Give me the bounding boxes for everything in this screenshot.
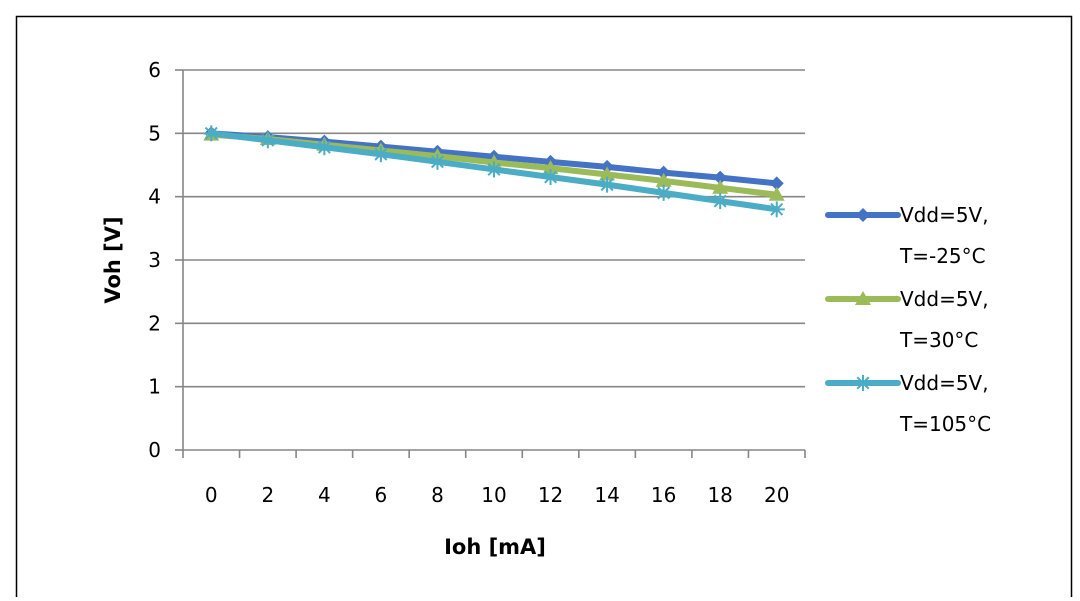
x-tick-label: 8 (431, 483, 444, 507)
data-point (768, 201, 785, 218)
x-tick-labels: 0 2 4 6 8 10 12 14 16 18 20 (205, 483, 790, 507)
chart-frame (15, 15, 1073, 601)
data-point (372, 146, 389, 163)
data-point (656, 165, 671, 180)
legend: Vdd=5V, T=-25°C Vdd=5V, T=30°C Vdd=5V, T=105°… (825, 203, 991, 436)
legend-item: Vdd=5V, T=105°C (825, 371, 991, 436)
x-tick-label: 12 (538, 483, 563, 507)
data-point (542, 169, 559, 186)
y-tick-label: 5 (148, 121, 161, 145)
data-point (856, 208, 870, 222)
y-tick-label: 4 (148, 185, 161, 209)
data-point (655, 184, 672, 201)
x-tick-label: 0 (205, 483, 218, 507)
data-point (203, 125, 220, 142)
y-tick-label: 6 (148, 58, 161, 82)
data-point (316, 139, 333, 156)
series-lines (203, 125, 785, 218)
data-point (713, 170, 728, 185)
legend-label-line2: T=105°C (899, 412, 991, 436)
series-2 (203, 125, 785, 218)
data-point (486, 161, 502, 178)
legend-item: Vdd=5V, T=30°C (825, 287, 989, 352)
x-tick-label: 10 (481, 483, 506, 507)
x-tick-label: 14 (594, 483, 619, 507)
data-point (712, 179, 729, 194)
legend-label-line2: T=30°C (899, 328, 978, 352)
legend-item: Vdd=5V, T=-25°C (825, 203, 989, 268)
y-tick-label: 1 (148, 375, 161, 399)
data-point (599, 166, 616, 181)
x-tick-label: 20 (764, 483, 789, 507)
data-point (855, 291, 871, 305)
legend-label-line1: Vdd=5V, (900, 203, 989, 227)
y-axis-label: Voh [V] (101, 216, 125, 303)
data-point (655, 172, 672, 187)
x-tick-label: 4 (318, 483, 331, 507)
data-point (542, 160, 559, 175)
x-tick-label: 18 (707, 483, 732, 507)
x-axis-label: Ioh [mA] (444, 535, 546, 559)
axes (175, 69, 806, 458)
data-point (429, 153, 446, 170)
legend-label-line1: Vdd=5V, (900, 371, 989, 395)
y-tick-label: 3 (148, 248, 161, 272)
legend-label-line2: T=-25°C (899, 244, 986, 268)
x-tick-label: 2 (261, 483, 274, 507)
x-tick-label: 6 (375, 483, 388, 507)
y-tick-labels: 0 1 2 3 4 5 6 (148, 58, 161, 462)
y-tick-label: 0 (148, 438, 161, 462)
data-point (855, 375, 871, 391)
data-point (712, 193, 729, 210)
data-point (768, 186, 785, 201)
data-point (769, 176, 784, 191)
y-tick-label: 2 (148, 311, 161, 335)
gridlines (183, 69, 805, 388)
data-point (599, 176, 616, 193)
legend-label-line1: Vdd=5V, (900, 287, 989, 311)
data-point (259, 132, 276, 149)
x-tick-label: 16 (651, 483, 676, 507)
